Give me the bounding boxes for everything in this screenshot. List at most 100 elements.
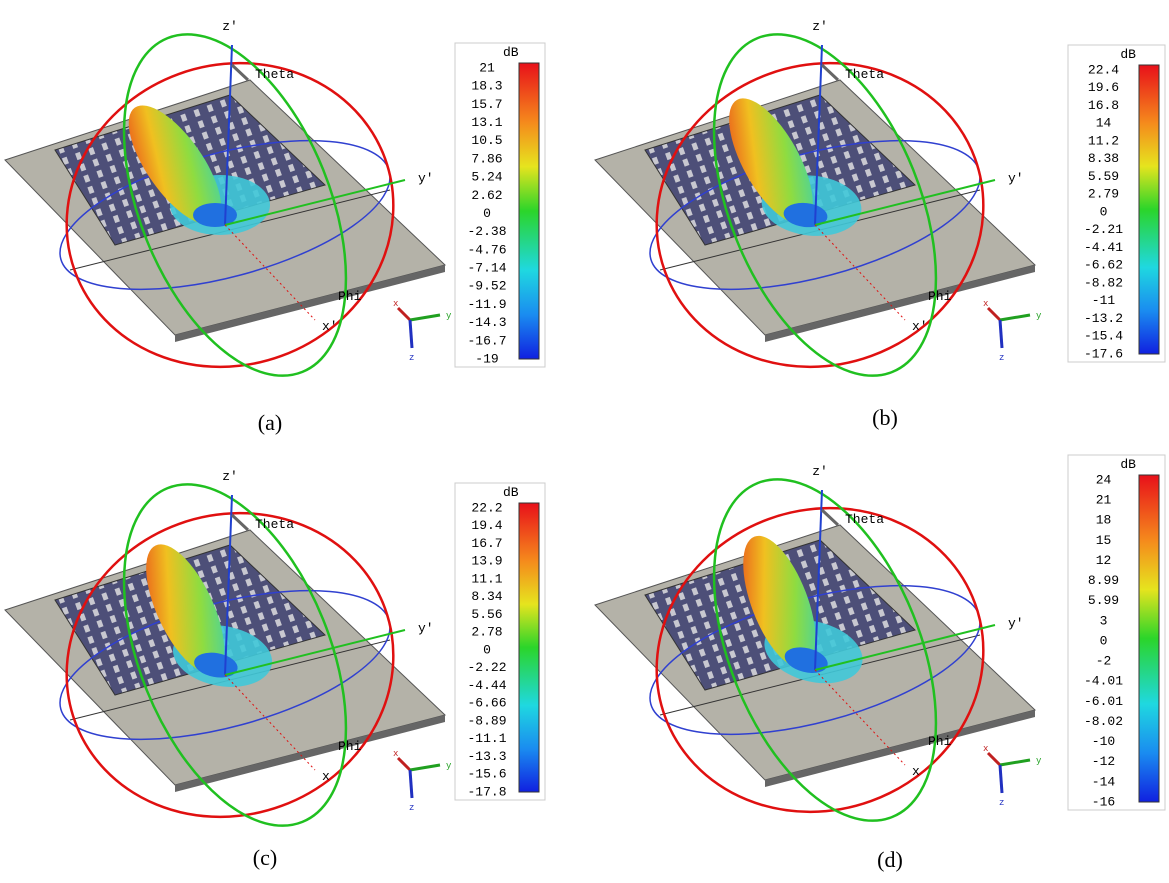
colorbar-tick-label: 3: [1100, 613, 1108, 628]
phi-label: Phi: [928, 289, 952, 304]
colorbar-tick-label: -4.44: [467, 678, 506, 693]
triad-x-label: x: [983, 744, 988, 754]
colorbar-tick-label: -8.82: [1084, 275, 1123, 290]
z-axis-label: z': [222, 469, 238, 484]
plate-edge: [175, 715, 445, 792]
colorbar-tick-label: 11.2: [1088, 133, 1119, 148]
colorbar-tick-label: -12: [1092, 754, 1115, 769]
triad-x-label: x: [393, 299, 398, 309]
triad-y: [999, 758, 1031, 767]
z-axis-label: z': [812, 19, 828, 34]
theta-circle-green: [122, 483, 348, 827]
y-axis-label: y': [1008, 171, 1024, 186]
colorbar-gradient: [1138, 64, 1160, 355]
colorbar-tick-label: -8.89: [467, 713, 506, 728]
colorbar-tick-label: 0: [1100, 633, 1108, 648]
z-axis-label: z': [222, 19, 238, 34]
colorbar-unit: dB: [1120, 457, 1136, 472]
colorbar-tick-label: 12: [1096, 553, 1112, 568]
x-axis: [814, 224, 906, 321]
colorbar-tick-label: 15: [1096, 533, 1112, 548]
theta-circle-red: [655, 506, 985, 814]
colorbar-tick-label: -17.8: [467, 784, 506, 799]
x-axis: [224, 224, 316, 321]
theta-label: Theta: [255, 517, 294, 532]
x-axis-label: x: [322, 769, 330, 784]
colorbar-gradient: [518, 502, 540, 793]
x-axis: [814, 669, 906, 766]
colorbar-tick-label: -4.76: [467, 242, 506, 257]
colorbar-tick-label: 16.7: [471, 536, 502, 551]
z-axis: [224, 494, 233, 676]
y-axis: [814, 624, 996, 671]
colorbar-tick-label: 18.3: [471, 79, 502, 94]
z-axis-label: z': [812, 464, 828, 479]
triad-z: [998, 764, 1004, 794]
triad-x: [396, 756, 412, 772]
radiation-pattern: [743, 535, 863, 684]
caption: (d): [877, 847, 903, 872]
triad-y-label: y: [1036, 311, 1042, 321]
triad-z-label: z: [999, 353, 1004, 363]
colorbar-tick-label: 8.38: [1088, 151, 1119, 166]
triad-y-label: y: [1036, 756, 1042, 766]
triad-x: [396, 306, 412, 322]
colorbar-tick-label: 5.99: [1088, 593, 1119, 608]
theta-label: Theta: [255, 67, 294, 82]
phi-label: Phi: [338, 739, 362, 754]
phi-arrow: [907, 739, 929, 749]
colorbar-tick-label: 19.6: [1088, 80, 1119, 95]
colorbar-tick-label: -2.38: [467, 224, 506, 239]
theta-circle-green: [712, 478, 938, 822]
theta-arrow: [230, 513, 250, 532]
colorbar-tick-label: -6.62: [1084, 258, 1123, 273]
colorbar-tick-label: -2: [1096, 654, 1112, 669]
theta-circle-red: [65, 511, 395, 819]
colorbar-tick-label: -15.4: [1084, 329, 1123, 344]
colorbar-tick-label: -2.21: [1084, 222, 1123, 237]
colorbar-tick-label: 10.5: [471, 133, 502, 148]
z-axis: [814, 44, 823, 226]
radiation-pattern: [729, 98, 862, 236]
colorbar-tick-label: 24: [1096, 472, 1112, 487]
panel: z' Theta y' x'Phi x y z: [594, 19, 1042, 377]
x-axis-label: x: [912, 764, 920, 779]
phi-label: Phi: [338, 289, 362, 304]
colorbar-tick-label: 13.1: [471, 115, 502, 130]
colorbar-tick-label: -7.14: [467, 261, 506, 276]
colorbar-tick-label: 22.2: [471, 500, 502, 515]
panel: z' Theta y' x'Phi x y z: [4, 19, 452, 377]
triad-y: [409, 313, 441, 322]
x-axis: [224, 674, 316, 771]
colorbar-tick-label: -11.1: [467, 731, 506, 746]
colorbar-tick-label: 13.9: [471, 554, 502, 569]
theta-arrow: [820, 508, 840, 527]
theta-circle-green: [122, 33, 348, 377]
colorbar-tick-label: -13.3: [467, 749, 506, 764]
y-axis: [224, 179, 406, 226]
main-lobe: [146, 544, 225, 674]
colorbar-tick-label: -14.3: [467, 315, 506, 330]
main-lobe: [128, 105, 222, 225]
theta-arrow: [230, 63, 250, 82]
y-axis: [814, 179, 996, 226]
colorbar-unit: dB: [1120, 47, 1136, 62]
colorbar-tick-label: 0: [1100, 204, 1108, 219]
caption: (a): [258, 410, 282, 435]
triad-y-label: y: [446, 761, 452, 771]
lobe-base: [194, 652, 238, 678]
caption: (b): [872, 405, 898, 430]
colorbar-tick-label: -13.2: [1084, 311, 1123, 326]
phi-arrow: [317, 294, 339, 304]
triad-y-label: y: [446, 311, 452, 321]
colorbar-tick-label: -19: [475, 351, 498, 366]
triad-z: [408, 769, 414, 799]
colorbar-tick-label: 18: [1096, 513, 1112, 528]
colorbar-unit: dB: [503, 45, 519, 60]
colorbar-tick-label: -11: [1092, 293, 1116, 308]
theta-circle-red: [655, 61, 985, 369]
y-axis: [224, 629, 406, 676]
triad-z: [998, 319, 1004, 349]
triad-z-label: z: [409, 353, 414, 363]
